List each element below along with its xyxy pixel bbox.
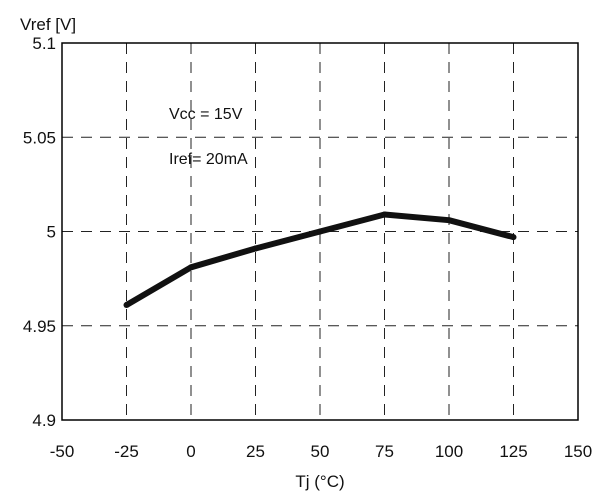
- data-point: [252, 245, 259, 252]
- x-tick-label: 25: [246, 442, 265, 461]
- y-tick-label: 5.1: [32, 34, 56, 53]
- x-tick-label: -50: [50, 442, 75, 461]
- data-point: [381, 211, 388, 218]
- series-group: [123, 211, 517, 309]
- plot-frame: [61, 42, 579, 421]
- y-tick-label: 4.9: [32, 411, 56, 430]
- x-tick-label: 50: [311, 442, 330, 461]
- annotation-vcc: Vcc = 15V: [169, 106, 243, 123]
- x-tick-label: 150: [564, 442, 592, 461]
- grid-lines: [62, 43, 578, 420]
- data-point: [123, 302, 130, 309]
- y-tick-label: 5: [47, 223, 56, 242]
- data-point: [510, 234, 517, 241]
- y-tick-label: 4.95: [23, 317, 56, 336]
- data-point: [317, 228, 323, 235]
- x-axis-label: Tj (°C): [295, 472, 344, 491]
- data-point: [188, 264, 194, 271]
- annotation-iref: Iref= 20mA: [169, 151, 248, 168]
- y-tick-label: 5.05: [23, 128, 56, 147]
- y-axis-label: Vref [V]: [20, 15, 76, 34]
- x-tick-label: 0: [186, 442, 195, 461]
- x-tick-label: 75: [375, 442, 394, 461]
- x-tick-label: 100: [435, 442, 463, 461]
- x-tick-labels: -50 -25 0 25 50 75 100 125 150: [50, 442, 592, 461]
- y-tick-labels: 4.9 4.95 5 5.05 5.1: [23, 34, 56, 430]
- data-point: [446, 217, 452, 224]
- x-tick-label: 125: [499, 442, 527, 461]
- x-tick-label: -25: [114, 442, 139, 461]
